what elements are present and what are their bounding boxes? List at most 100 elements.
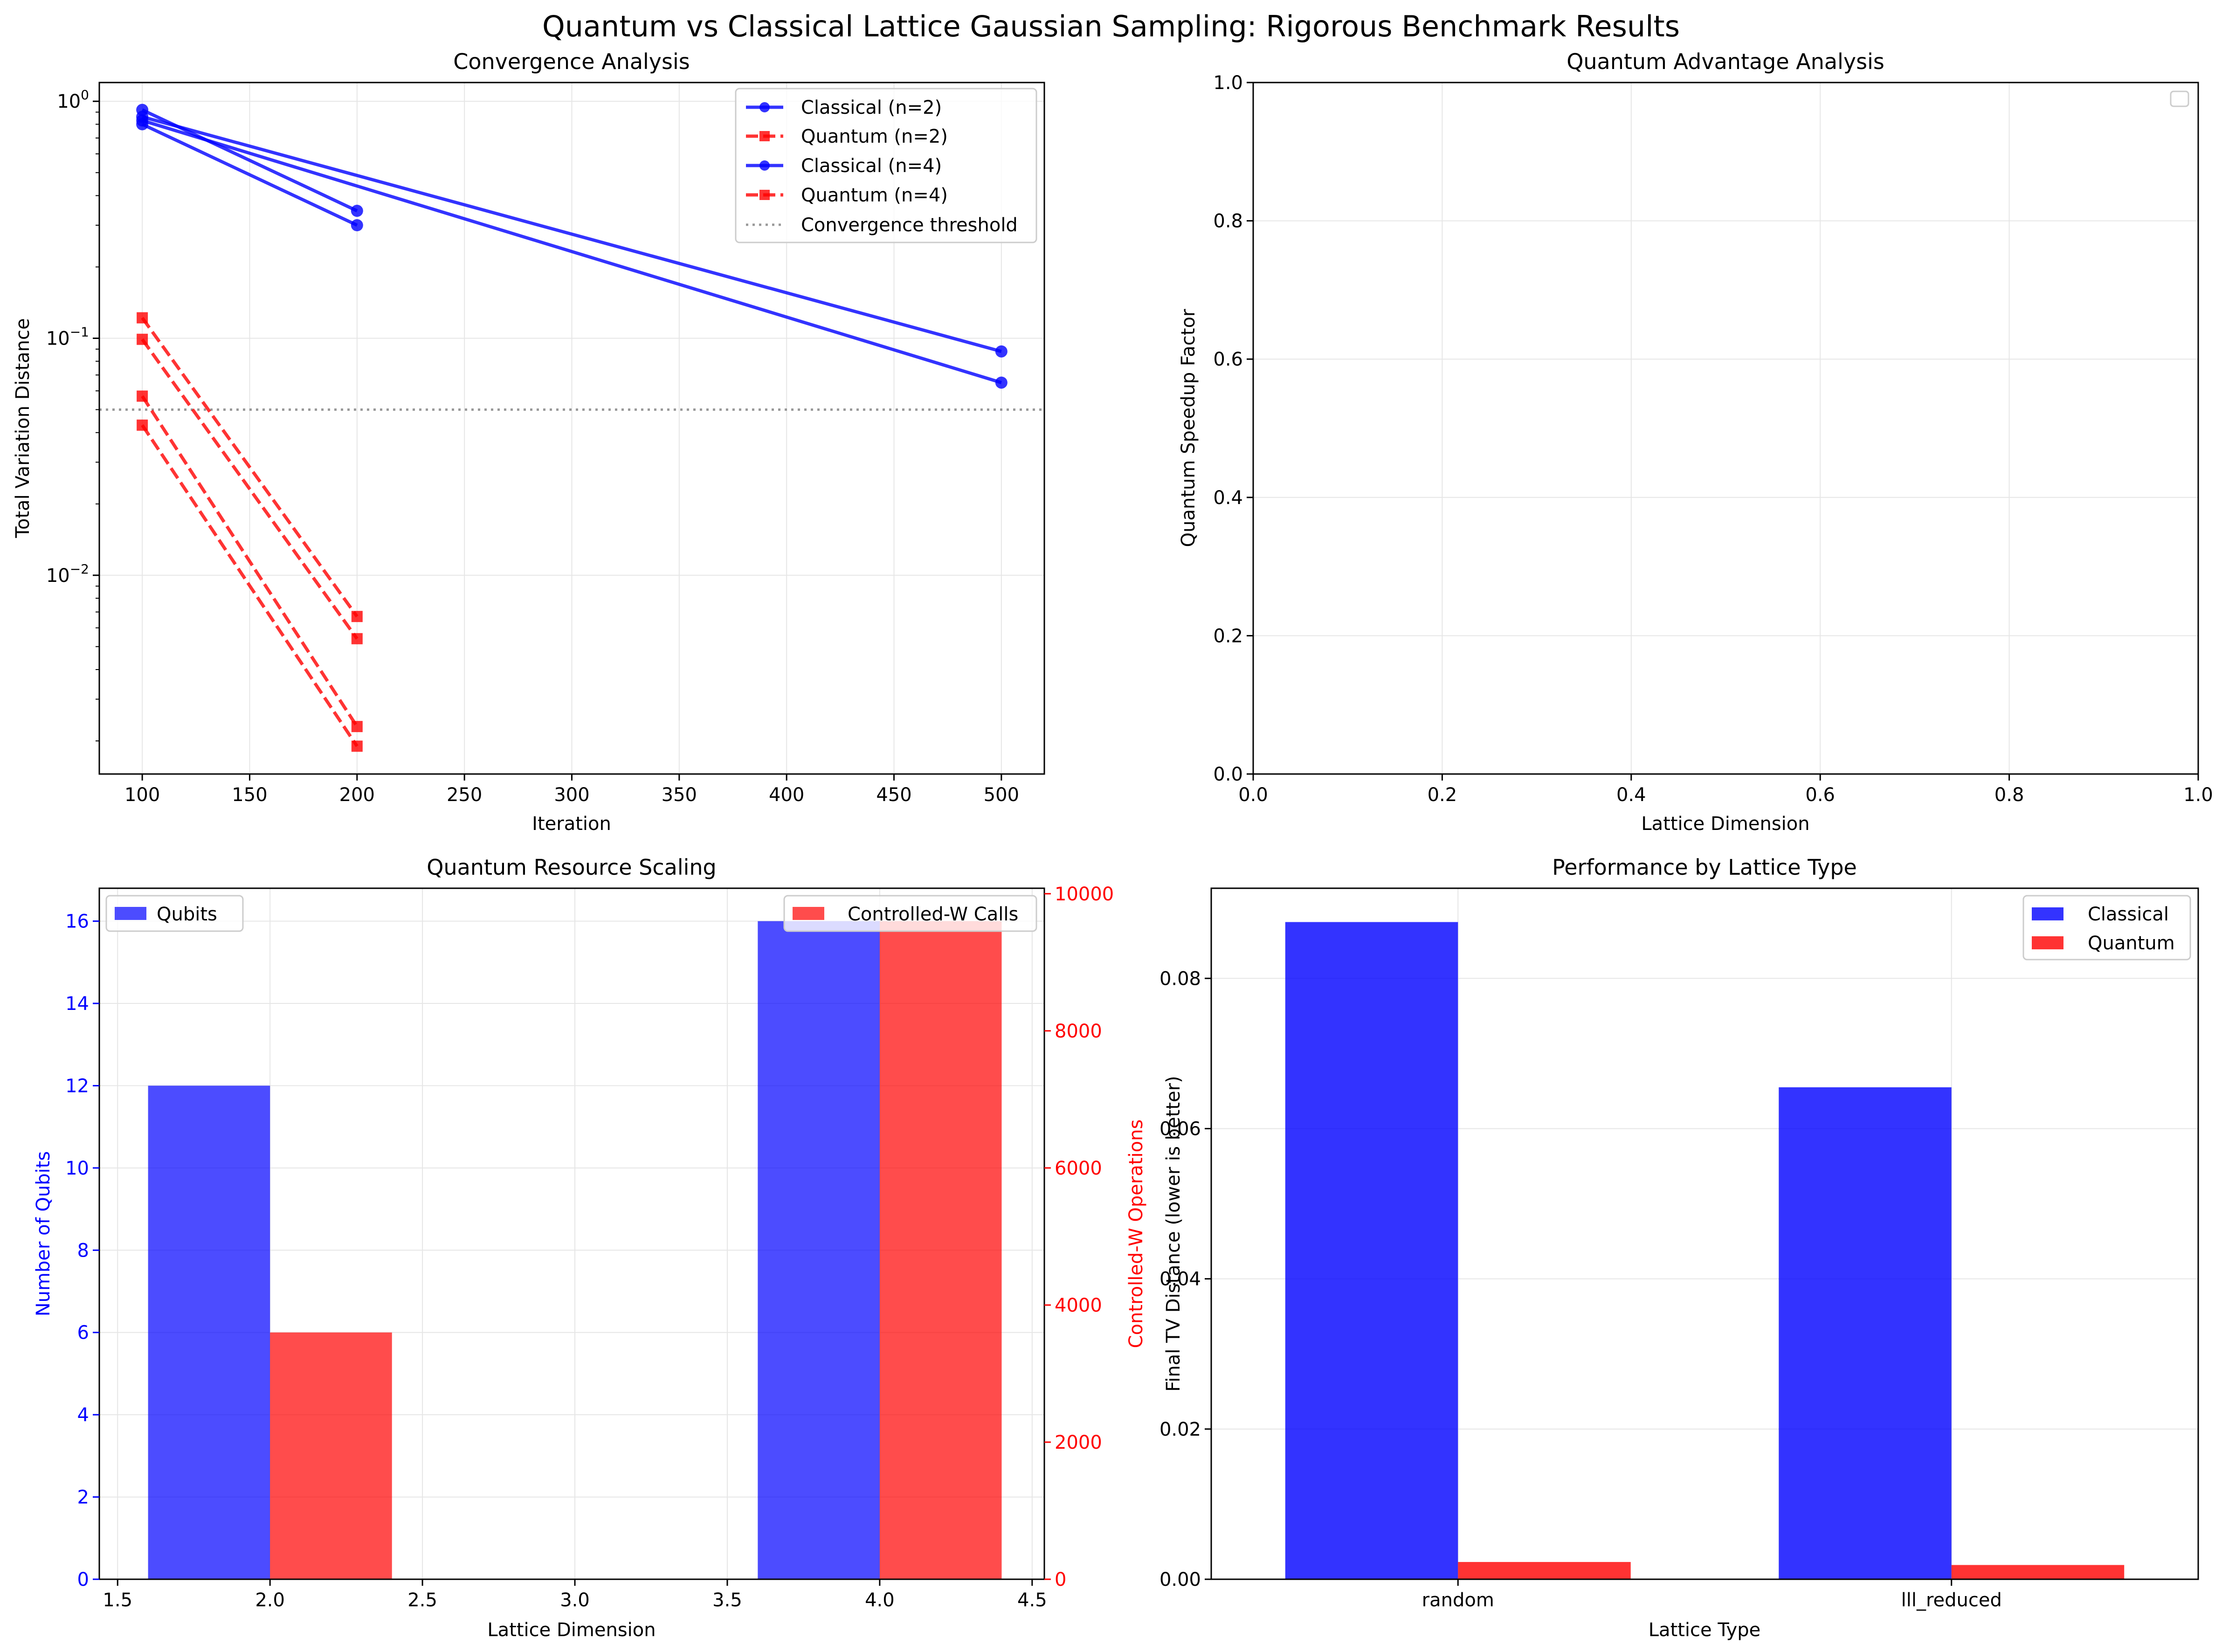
quantum-series-line: [141, 395, 359, 728]
y-tick-label: 0.4: [1213, 487, 1243, 509]
x-axis-label: Lattice Dimension: [487, 1619, 656, 1641]
quantum-series-line: [141, 338, 359, 640]
legend-swatch-quantum: [2032, 936, 2063, 949]
quantum-data-point: [351, 740, 363, 752]
legend-controlled-w: Controlled-W Calls: [783, 895, 1037, 932]
x-tick-label: 250: [447, 784, 482, 806]
controlled-w-bar: [270, 1332, 392, 1579]
plot-frame: [1210, 887, 2199, 1580]
advantage-chart: 0.0 0.2 0.4 0.6 0.8 1.0 0.0 0.2 0.4 0.6 0.8 1.0 Qua…: [1178, 49, 2213, 835]
x-tick-label: 2.0: [255, 1590, 285, 1611]
y-right-tick-label: 6000: [1055, 1158, 1102, 1179]
y-tick-label: 0.2: [1213, 625, 1243, 647]
qubits-bar: [148, 1085, 270, 1579]
classical-bar: [1779, 1087, 1952, 1579]
plot-frame: [98, 887, 1045, 1580]
x-tick-label: 4.5: [1017, 1590, 1047, 1611]
y-right-tick-label: 4000: [1055, 1295, 1102, 1316]
x-tick-label: 0.4: [1616, 784, 1646, 806]
x-tick-label: 0.6: [1805, 784, 1835, 806]
x-tick-label: 0.0: [1238, 784, 1268, 806]
y-tick-label: 0.8: [1213, 211, 1243, 232]
quantum-bar: [1458, 1562, 1631, 1579]
legend-swatch-controlled-w: [793, 907, 824, 920]
y-tick-label: 12: [65, 1075, 89, 1097]
x-tick-label: 4.0: [865, 1590, 895, 1611]
x-tick-label: 2.5: [407, 1590, 437, 1611]
classical-data-point: [351, 219, 363, 232]
legend-qubits: Qubits: [105, 895, 244, 932]
legend: Classical (n=2) Quantum (n=2) Classical …: [735, 88, 1037, 243]
y-tick-label: 16: [65, 911, 89, 933]
convergence-chart: 100 150 200 250 300 350 400 450 500 100 10−1 10−2 C…: [12, 49, 1045, 835]
chart-title: Convergence Analysis: [453, 49, 690, 74]
quantum-series-line: [141, 317, 359, 618]
legend-swatch-classical: [2032, 907, 2063, 920]
figure-title: Quantum vs Classical Lattice Gaussian Sa…: [542, 9, 1680, 43]
y-tick-label: 14: [65, 993, 89, 1015]
x-tick-label: 3.0: [560, 1590, 590, 1611]
quantum-data-point: [351, 611, 363, 622]
x-axis-label: Iteration: [532, 813, 611, 835]
classical-data-point: [351, 205, 363, 217]
y-tick-label: 6: [77, 1322, 89, 1344]
plot-frame: [1252, 82, 2199, 775]
x-tick-label: 450: [876, 784, 911, 806]
empty-legend-box: [2170, 90, 2189, 107]
y-tick-label: 10−1: [46, 325, 89, 350]
x-axis-label: Lattice Dimension: [1641, 813, 1809, 835]
x-tick-label: 3.5: [712, 1590, 742, 1611]
quantum-data-point: [137, 390, 148, 402]
legend-marker-classical-n2: [759, 102, 770, 112]
chart-title: Performance by Lattice Type: [1552, 855, 1857, 880]
legend-frame: [2022, 895, 2191, 961]
x-tick-label: 300: [554, 784, 589, 806]
legend-frame: [105, 895, 244, 932]
x-tick-label: lll_reduced: [1901, 1590, 2002, 1611]
classical-data-point: [995, 376, 1007, 389]
classical-series-line: [141, 123, 358, 227]
x-tick-label: 100: [124, 784, 160, 806]
y-axis-label: Quantum Speedup Factor: [1178, 309, 1199, 547]
legend-label-quantum: Quantum: [2088, 933, 2175, 954]
chart-title: Quantum Advantage Analysis: [1566, 49, 1884, 74]
y-right-tick-label: 2000: [1055, 1432, 1102, 1453]
x-tick-label: 0.8: [1994, 784, 2024, 806]
y-axis-label: Final TV Distance (lower is better): [1163, 1076, 1184, 1391]
x-tick-label: 0.2: [1428, 784, 1457, 806]
chart-title: Quantum Resource Scaling: [427, 855, 717, 880]
y-tick-label: 0.00: [1159, 1569, 1201, 1590]
y-tick-label: 8: [77, 1240, 89, 1261]
legend-label-classical: Classical: [2088, 904, 2169, 925]
legend-frame: [735, 88, 1037, 243]
y-tick-label: 0.06: [1159, 1118, 1201, 1140]
y-axis-label: Total Variation Distance: [12, 318, 34, 538]
y-tick-label: 10−2: [46, 561, 89, 587]
y-axis-right-label: Controlled-W Operations: [1125, 1120, 1147, 1348]
y-right-tick-label: 0: [1055, 1569, 1066, 1590]
legend: Classical Quantum: [2022, 895, 2191, 961]
quantum-data-point: [351, 721, 363, 733]
y-tick-label: 2: [77, 1487, 89, 1508]
x-tick-label: 1.0: [2183, 784, 2213, 806]
legend-label-quantum-n2: Quantum (n=2): [801, 126, 948, 147]
y-tick-label: 0.04: [1159, 1269, 1201, 1290]
y-tick-label: 10: [65, 1158, 89, 1179]
legend-swatch-qubits: [115, 907, 146, 920]
quantum-bar: [1951, 1565, 2125, 1579]
resource-chart: 1.5 2.0 2.5 3.0 3.5 4.0 4.5 0 2 4 6 8 10 12 14 16 0 2000…: [33, 855, 1147, 1641]
x-axis-label: Lattice Type: [1649, 1619, 1760, 1641]
legend-label-classical-n4: Classical (n=4): [801, 155, 942, 177]
y-tick-label: 0.6: [1213, 349, 1243, 370]
legend-label-quantum-n4: Quantum (n=4): [801, 185, 948, 206]
y-tick-label: 0: [77, 1569, 89, 1590]
x-tick-label: 350: [662, 784, 697, 806]
x-tick-label: 400: [769, 784, 804, 806]
x-tick-label: 500: [984, 784, 1019, 806]
legend-label-qubits: Qubits: [157, 904, 217, 925]
y-tick-label: 0.02: [1159, 1419, 1201, 1440]
y-tick-label: 100: [57, 87, 89, 112]
y-tick-label: 4: [77, 1404, 89, 1426]
controlled-w-bar: [879, 921, 1002, 1579]
